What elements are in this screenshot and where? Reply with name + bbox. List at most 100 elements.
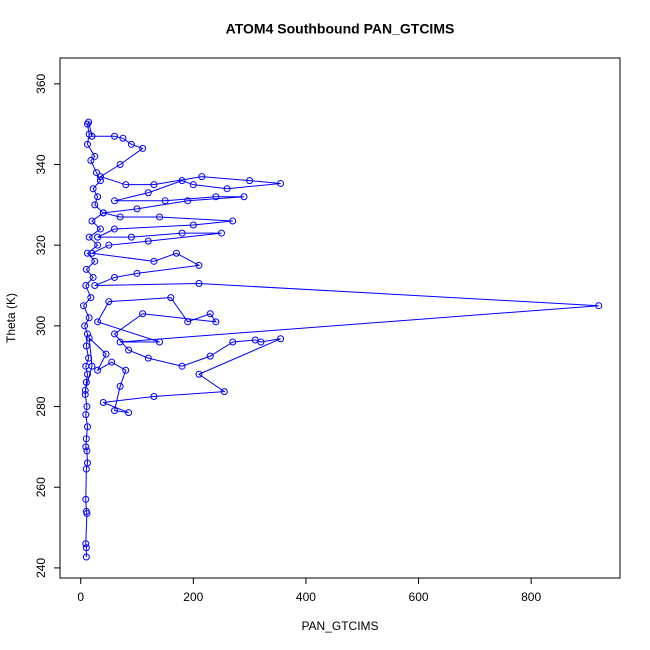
y-tick-label: 300	[34, 316, 48, 336]
data-point	[116, 161, 124, 169]
data-point	[178, 177, 186, 185]
y-tick-label: 360	[34, 73, 48, 93]
x-tick-label: 400	[296, 590, 316, 604]
data-point	[94, 241, 102, 249]
data-point	[82, 495, 90, 503]
data-point	[88, 217, 96, 225]
data-point	[82, 435, 90, 443]
data-point	[96, 225, 104, 233]
data-point	[89, 185, 97, 193]
data-point	[119, 134, 127, 142]
y-tick-label: 240	[34, 558, 48, 578]
data-point	[83, 140, 91, 148]
data-point	[91, 282, 99, 290]
data-point	[111, 330, 119, 338]
data-point	[240, 193, 248, 201]
data-point	[82, 411, 90, 419]
data-point	[195, 370, 203, 378]
y-tick-label: 260	[34, 477, 48, 497]
data-point	[125, 409, 133, 417]
data-point	[116, 382, 124, 390]
data-point	[83, 330, 91, 338]
data-point	[88, 249, 96, 257]
data-point	[122, 366, 130, 374]
x-tick-label: 0	[77, 590, 84, 604]
data-point	[85, 354, 93, 362]
data-point	[83, 403, 91, 411]
data-point	[125, 346, 133, 354]
y-axis-label: Theta (K)	[4, 293, 18, 343]
data-point	[195, 261, 203, 269]
data-point	[206, 352, 214, 360]
data-point	[111, 273, 119, 281]
data-point	[82, 443, 90, 451]
data-point	[82, 553, 90, 561]
data-point	[220, 388, 228, 396]
data-point	[91, 152, 99, 160]
data-point	[150, 257, 158, 265]
data-point	[94, 318, 102, 326]
data-point	[82, 540, 90, 548]
data-point	[94, 193, 102, 201]
data-point	[108, 358, 116, 366]
data-point	[178, 362, 186, 370]
data-point	[127, 140, 135, 148]
data-point	[257, 338, 265, 346]
data-point	[82, 544, 90, 552]
data-point	[206, 310, 214, 318]
data-point	[139, 144, 147, 152]
data-point	[111, 132, 119, 140]
data-point	[82, 282, 90, 290]
data-point	[212, 193, 220, 201]
data-point	[105, 241, 113, 249]
data-line	[82, 120, 599, 558]
data-point	[217, 229, 225, 237]
data-point	[595, 302, 603, 310]
data-point	[92, 169, 100, 177]
data-point	[81, 386, 89, 394]
data-point	[184, 197, 192, 205]
data-point	[229, 338, 237, 346]
data-point	[189, 181, 197, 189]
data-point	[277, 335, 285, 343]
data-point	[246, 177, 254, 185]
data-point	[161, 197, 169, 205]
y-tick-label: 340	[34, 154, 48, 174]
data-point	[80, 302, 88, 310]
data-point	[184, 318, 192, 326]
data-point	[87, 294, 95, 302]
data-point	[89, 273, 97, 281]
data-point	[144, 354, 152, 362]
data-point	[83, 447, 91, 455]
data-point	[83, 423, 91, 431]
data-point	[99, 399, 107, 407]
chart-title: ATOM4 Southbound PAN_GTCIMS	[226, 21, 455, 37]
data-point	[82, 507, 90, 515]
plot-frame	[59, 57, 621, 579]
data-point	[99, 209, 107, 217]
data-point	[277, 179, 285, 187]
data-point	[139, 310, 147, 318]
x-tick-label: 200	[183, 590, 203, 604]
data-point	[102, 350, 110, 358]
data-point	[96, 177, 104, 185]
y-tick-label: 320	[34, 235, 48, 255]
data-point	[85, 118, 93, 126]
data-point	[82, 342, 90, 350]
data-point	[150, 392, 158, 400]
data-point	[144, 237, 152, 245]
data-point	[111, 197, 119, 205]
data-point	[144, 189, 152, 197]
x-tick-label: 600	[409, 590, 429, 604]
y-tick-label: 280	[34, 396, 48, 416]
x-axis-label: PAN_GTCIMS	[301, 619, 378, 633]
data-point	[195, 280, 203, 288]
data-point	[85, 314, 93, 322]
data-point	[189, 221, 197, 229]
data-point	[116, 213, 124, 221]
data-point	[81, 322, 89, 330]
data-point	[178, 229, 186, 237]
data-point	[156, 338, 164, 346]
